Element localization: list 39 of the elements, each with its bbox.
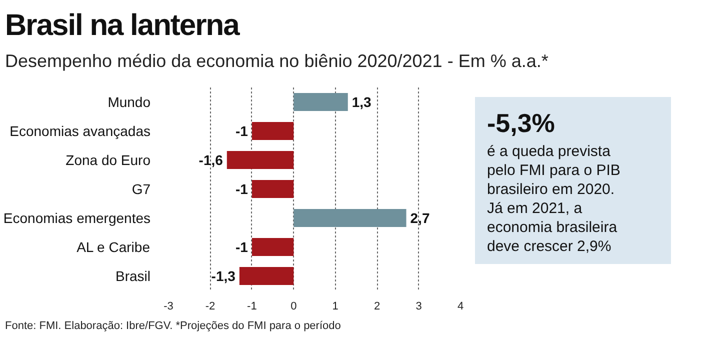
bar [226,151,294,169]
text: é a queda prevista [487,143,610,160]
text: deve crescer 2,9% [487,238,612,256]
text: Já em 2021, a [487,200,582,218]
data-label: -1 [235,181,248,197]
x-tick-label: 0 [290,300,297,312]
x-tick-label: -3 [164,300,174,312]
text: pelo FMI para o PIB [487,162,620,180]
chart-title: Brasil na lanterna [5,8,239,44]
y-tick-label: Brasil [115,268,151,284]
data-label: -1,6 [198,152,224,168]
y-tick-label: Zona do Euro [66,152,151,168]
x-tick-label: 2 [374,300,380,312]
text: brasileiro em 2020. [487,181,615,198]
text: -5,3% [487,107,556,140]
data-label: 2,7 [410,210,430,226]
y-tick-label: AL e Caribe [76,239,150,255]
x-tick-label: -2 [205,300,216,312]
x-tick-label: 3 [416,300,422,312]
data-label: -1,3 [211,268,236,284]
data-label: -1 [235,123,248,139]
bar [252,180,294,198]
y-tick-label: Mundo [108,94,151,110]
bar [252,238,294,256]
chart-subtitle: Desempenho médio da economia no biênio 2020/2021 - Em % a.a.* [5,50,548,73]
text: economia brasileira [487,219,618,236]
y-tick-label: G7 [132,181,151,197]
data-label: -1 [235,239,248,255]
x-tick-label: 1 [332,300,338,312]
y-tick-label: Economias emergentes [3,210,151,226]
bar [252,122,294,140]
x-tick-label: -1 [247,300,257,312]
bar [239,267,294,285]
bar [294,209,406,227]
x-tick-label: 4 [457,300,464,312]
bar [294,93,348,111]
source-note: Fonte: FMI. Elaboração: Ibre/FGV. *Projeções do FMI para o período [5,319,341,334]
y-tick-label: Economias avançadas [10,123,151,139]
data-label: 1,3 [352,94,372,110]
